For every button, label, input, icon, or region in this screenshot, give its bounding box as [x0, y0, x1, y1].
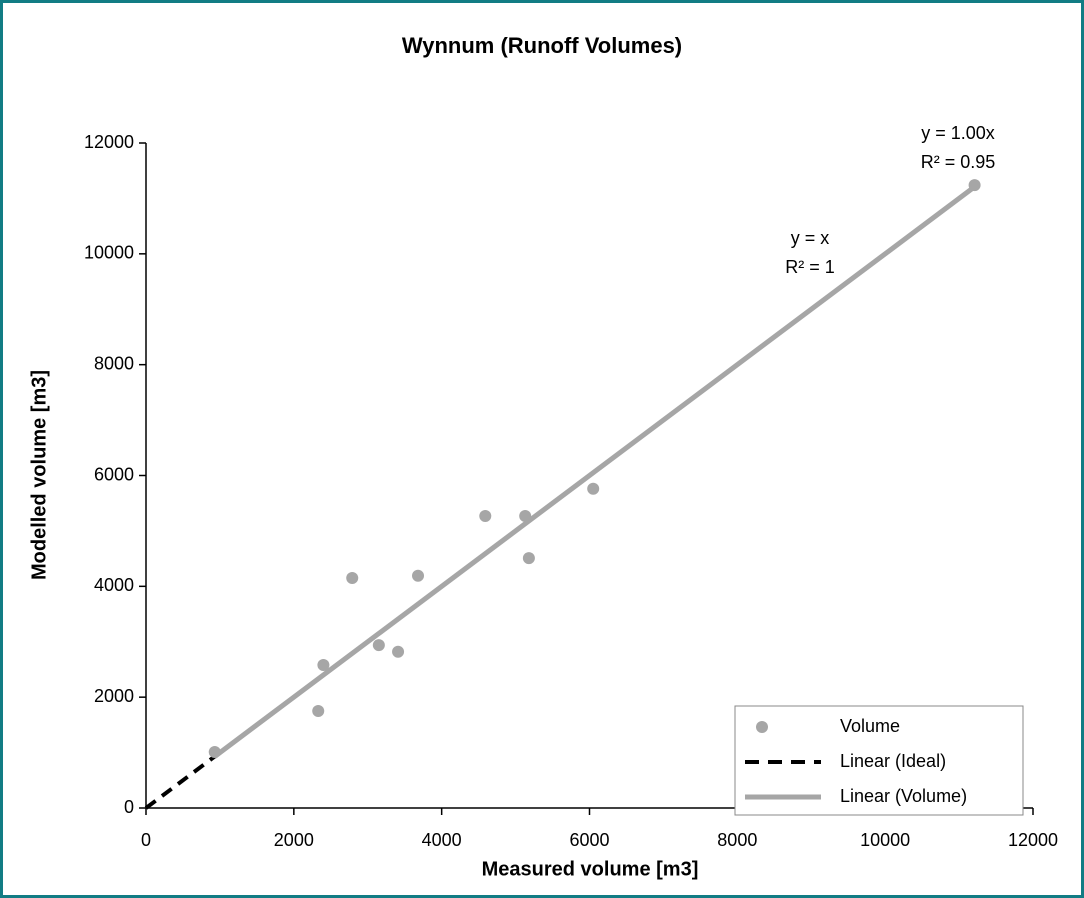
x-tick-label: 0 [141, 830, 151, 850]
x-tick-label: 10000 [860, 830, 910, 850]
y-tick-label: 10000 [84, 243, 134, 263]
data-point [317, 659, 330, 672]
annotation: y = 1.00x [921, 123, 995, 143]
data-point [519, 509, 532, 522]
data-point [968, 179, 981, 192]
y-tick-label: 4000 [94, 575, 134, 595]
x-tick-label: 4000 [422, 830, 462, 850]
data-point [587, 482, 600, 495]
trend-line [213, 184, 977, 759]
legend-marker [756, 721, 768, 733]
data-point [522, 552, 535, 565]
x-tick-label: 8000 [717, 830, 757, 850]
data-point [392, 645, 405, 658]
data-point [479, 509, 492, 522]
annotation: R² = 1 [785, 257, 835, 277]
x-axis-label: Measured volume [m3] [482, 858, 699, 880]
annotation: R² = 0.95 [921, 152, 996, 172]
x-tick-label: 12000 [1008, 830, 1058, 850]
x-tick-label: 2000 [274, 830, 314, 850]
data-point [372, 639, 385, 652]
data-point [412, 569, 425, 582]
y-tick-label: 6000 [94, 464, 134, 484]
y-tick-label: 2000 [94, 686, 134, 706]
y-tick-label: 8000 [94, 353, 134, 373]
data-point [346, 572, 359, 585]
legend-label: Linear (Volume) [840, 786, 967, 806]
x-tick-label: 6000 [569, 830, 609, 850]
annotation: y = x [791, 228, 830, 248]
data-point [208, 746, 221, 759]
chart-title: Wynnum (Runoff Volumes) [402, 33, 682, 58]
y-tick-label: 0 [124, 797, 134, 817]
legend-label: Linear (Ideal) [840, 751, 946, 771]
y-axis-label: Modelled volume [m3] [28, 370, 50, 580]
data-point [312, 705, 325, 718]
legend-label: Volume [840, 716, 900, 736]
y-tick-label: 12000 [84, 132, 134, 152]
